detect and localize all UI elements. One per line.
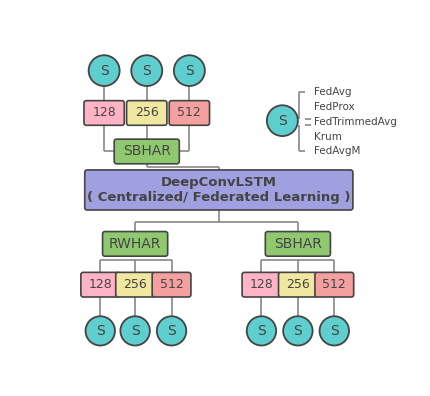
Text: 128: 128 — [92, 107, 116, 120]
Circle shape — [157, 316, 186, 345]
Circle shape — [131, 55, 162, 86]
Circle shape — [174, 55, 205, 86]
Text: 128: 128 — [249, 278, 273, 291]
Text: S: S — [294, 324, 302, 338]
Text: 128: 128 — [89, 278, 112, 291]
FancyBboxPatch shape — [279, 272, 317, 297]
Text: S: S — [185, 64, 194, 78]
FancyBboxPatch shape — [265, 232, 330, 256]
Text: S: S — [142, 64, 151, 78]
FancyBboxPatch shape — [81, 272, 120, 297]
Circle shape — [247, 316, 276, 345]
Text: RWHAR: RWHAR — [109, 237, 161, 251]
Text: FedAvg: FedAvg — [314, 87, 352, 97]
FancyBboxPatch shape — [114, 139, 179, 164]
Circle shape — [319, 316, 349, 345]
Text: S: S — [100, 64, 108, 78]
Text: 256: 256 — [286, 278, 310, 291]
Text: FedProx: FedProx — [314, 102, 355, 112]
Text: FedAvgM: FedAvgM — [314, 147, 360, 156]
FancyBboxPatch shape — [84, 101, 124, 125]
Text: FedTrimmedAvg: FedTrimmedAvg — [314, 117, 397, 127]
Text: SBHAR: SBHAR — [274, 237, 322, 251]
Circle shape — [267, 105, 298, 136]
Text: S: S — [96, 324, 104, 338]
FancyBboxPatch shape — [103, 232, 168, 256]
FancyBboxPatch shape — [126, 101, 167, 125]
Text: DeepConvLSTM
( Centralized/ Federated Learning ): DeepConvLSTM ( Centralized/ Federated Le… — [87, 176, 350, 204]
Text: S: S — [131, 324, 139, 338]
Text: 512: 512 — [160, 278, 184, 291]
Circle shape — [120, 316, 150, 345]
Circle shape — [283, 316, 313, 345]
FancyBboxPatch shape — [242, 272, 281, 297]
FancyBboxPatch shape — [315, 272, 353, 297]
Circle shape — [89, 55, 120, 86]
Text: 512: 512 — [322, 278, 346, 291]
FancyBboxPatch shape — [116, 272, 154, 297]
Text: 512: 512 — [178, 107, 201, 120]
Text: S: S — [278, 114, 287, 128]
Text: S: S — [330, 324, 339, 338]
FancyBboxPatch shape — [169, 101, 209, 125]
Text: SBHAR: SBHAR — [123, 145, 171, 158]
FancyBboxPatch shape — [152, 272, 191, 297]
FancyBboxPatch shape — [85, 170, 353, 210]
Text: S: S — [257, 324, 266, 338]
Text: Krum: Krum — [314, 131, 342, 142]
Text: S: S — [167, 324, 176, 338]
Text: 256: 256 — [135, 107, 159, 120]
Circle shape — [86, 316, 115, 345]
Text: 256: 256 — [123, 278, 147, 291]
